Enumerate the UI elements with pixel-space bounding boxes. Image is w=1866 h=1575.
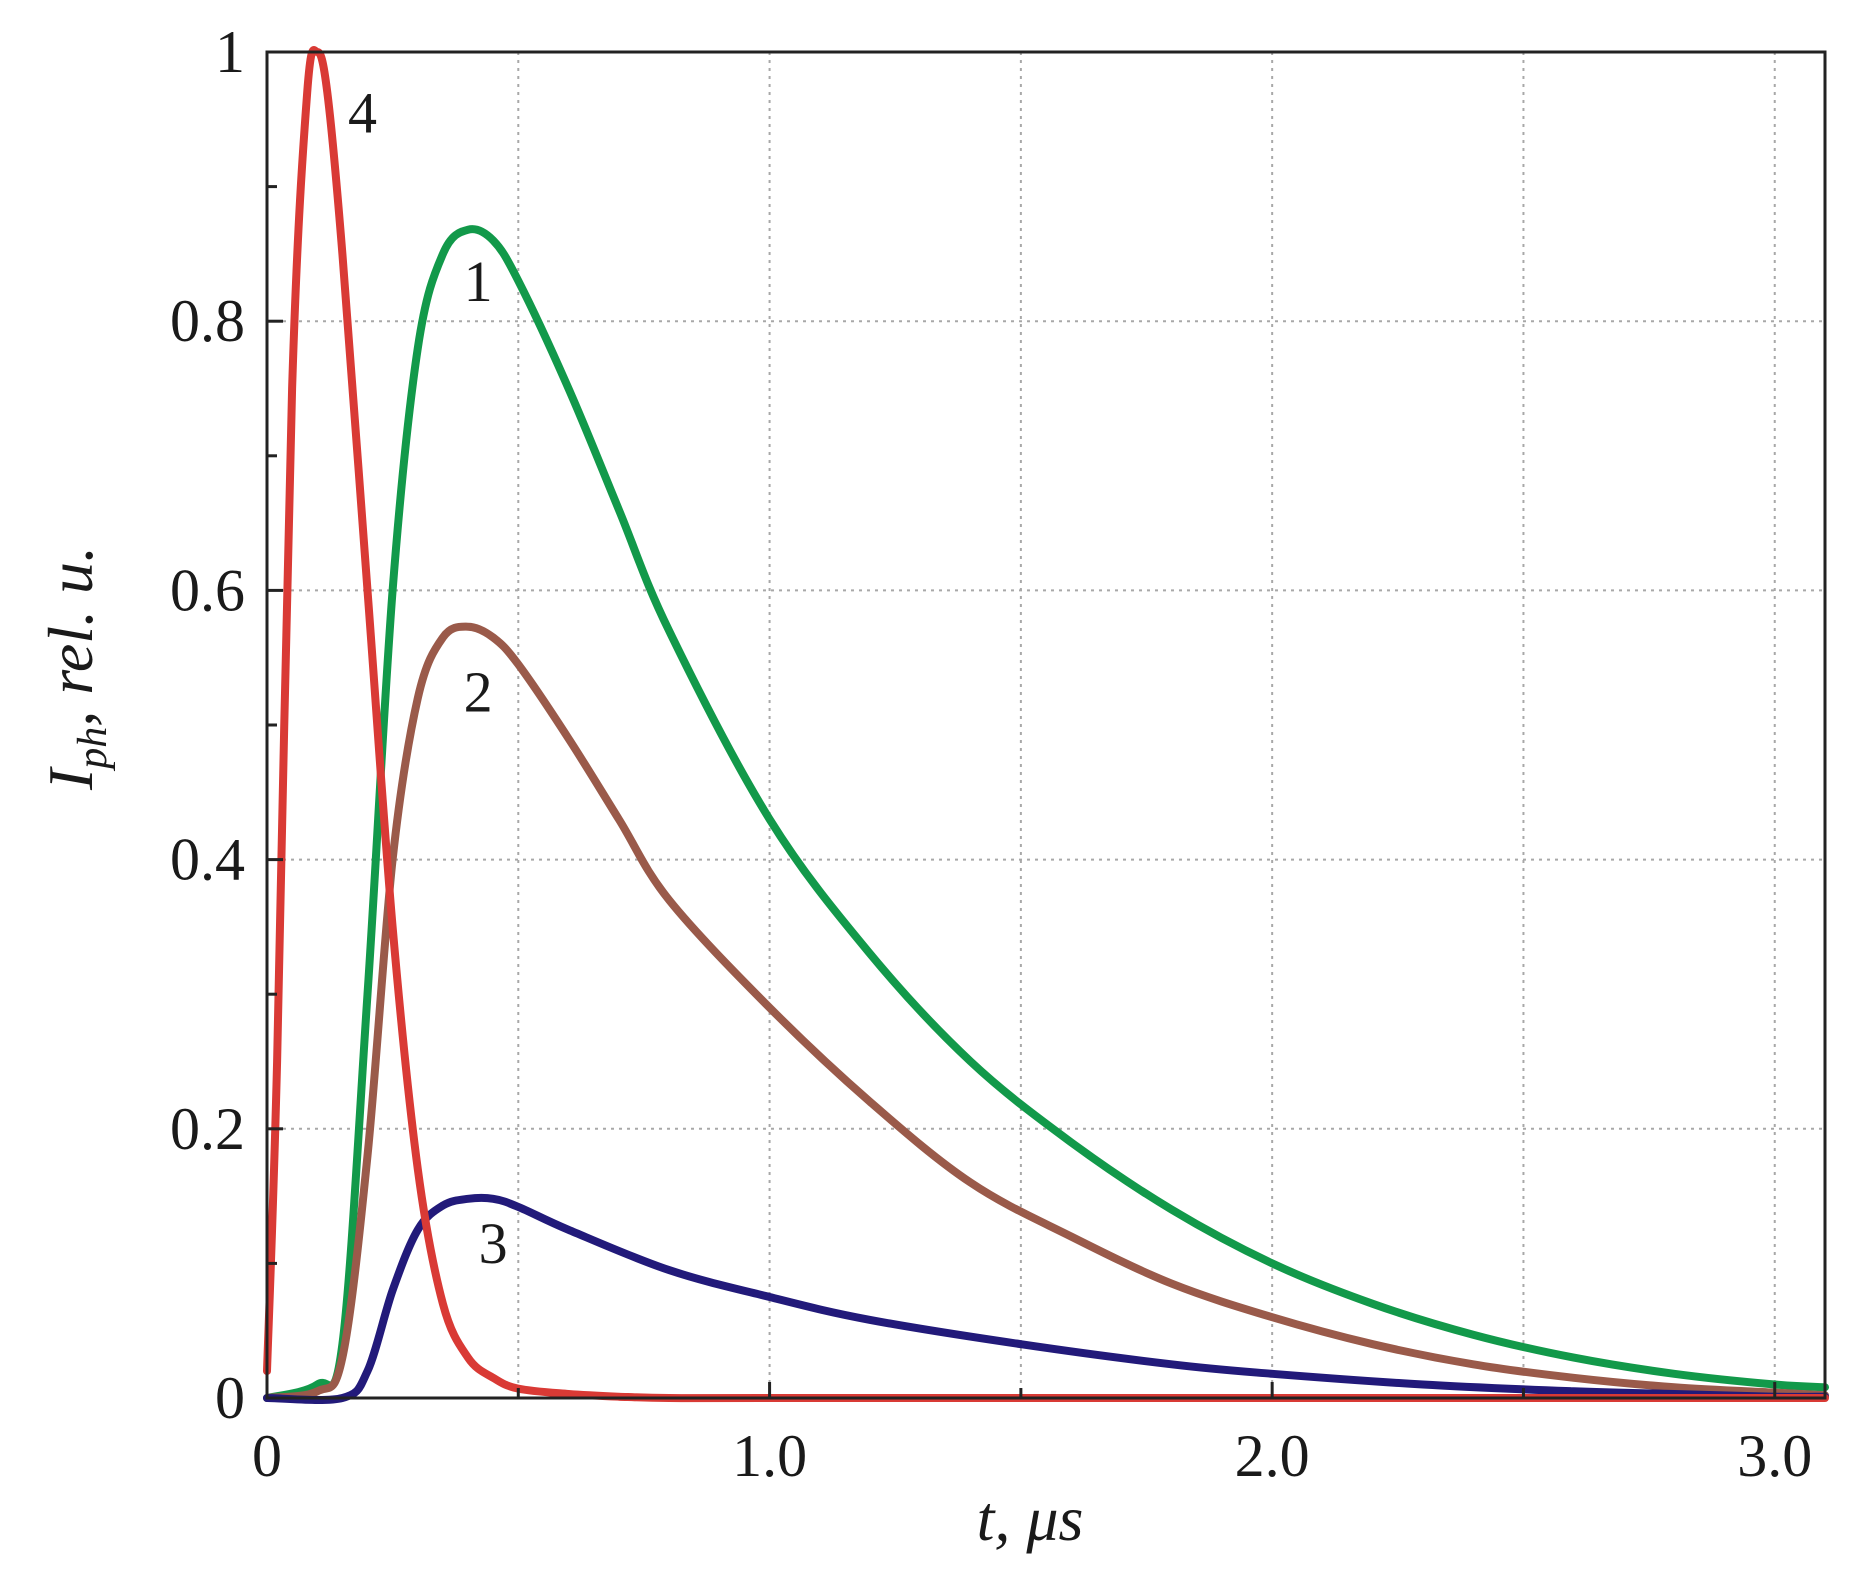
x-axis-title-mu: μ: [1025, 1483, 1058, 1554]
x-axis-title-unit: s: [1059, 1483, 1084, 1554]
series-group: [263, 46, 1829, 1404]
y-tick-label: 1: [215, 19, 245, 85]
series-line-2: [263, 622, 1829, 1402]
y-axis-title-rest: , rel. u.: [35, 546, 106, 727]
tick-labels: 0 1.0 2.0 3.0 0 0.2 0.4 0.6 0.8 1: [170, 19, 1812, 1489]
x-axis-title: t, μs: [977, 1483, 1084, 1554]
x-tick-label: 1.0: [732, 1423, 807, 1489]
curve-label-2: 2: [464, 659, 493, 724]
series-line-3: [263, 1193, 1829, 1404]
y-axis-title: Iph, rel. u.: [35, 546, 116, 791]
x-tick-label: 2.0: [1235, 1423, 1310, 1489]
y-axis-title-main: I: [35, 766, 106, 791]
y-tick-label: 0.4: [170, 827, 245, 893]
curve-label-1: 1: [464, 249, 493, 314]
x-tick-label: 3.0: [1737, 1423, 1812, 1489]
y-tick-label: 0: [215, 1365, 245, 1431]
x-tick-label: 0: [252, 1423, 282, 1489]
y-tick-label: 0.2: [170, 1096, 245, 1162]
curve-label-3: 3: [479, 1211, 508, 1276]
y-tick-label: 0.6: [170, 557, 245, 623]
curve-label-4: 4: [348, 81, 377, 146]
y-axis-title-sub: ph: [70, 727, 116, 772]
x-axis-title-main: t,: [977, 1483, 1027, 1554]
y-tick-label: 0.8: [170, 288, 245, 354]
axis-ticks: [265, 50, 1777, 1400]
curve-labels: 1 2 3 4: [348, 81, 508, 1277]
